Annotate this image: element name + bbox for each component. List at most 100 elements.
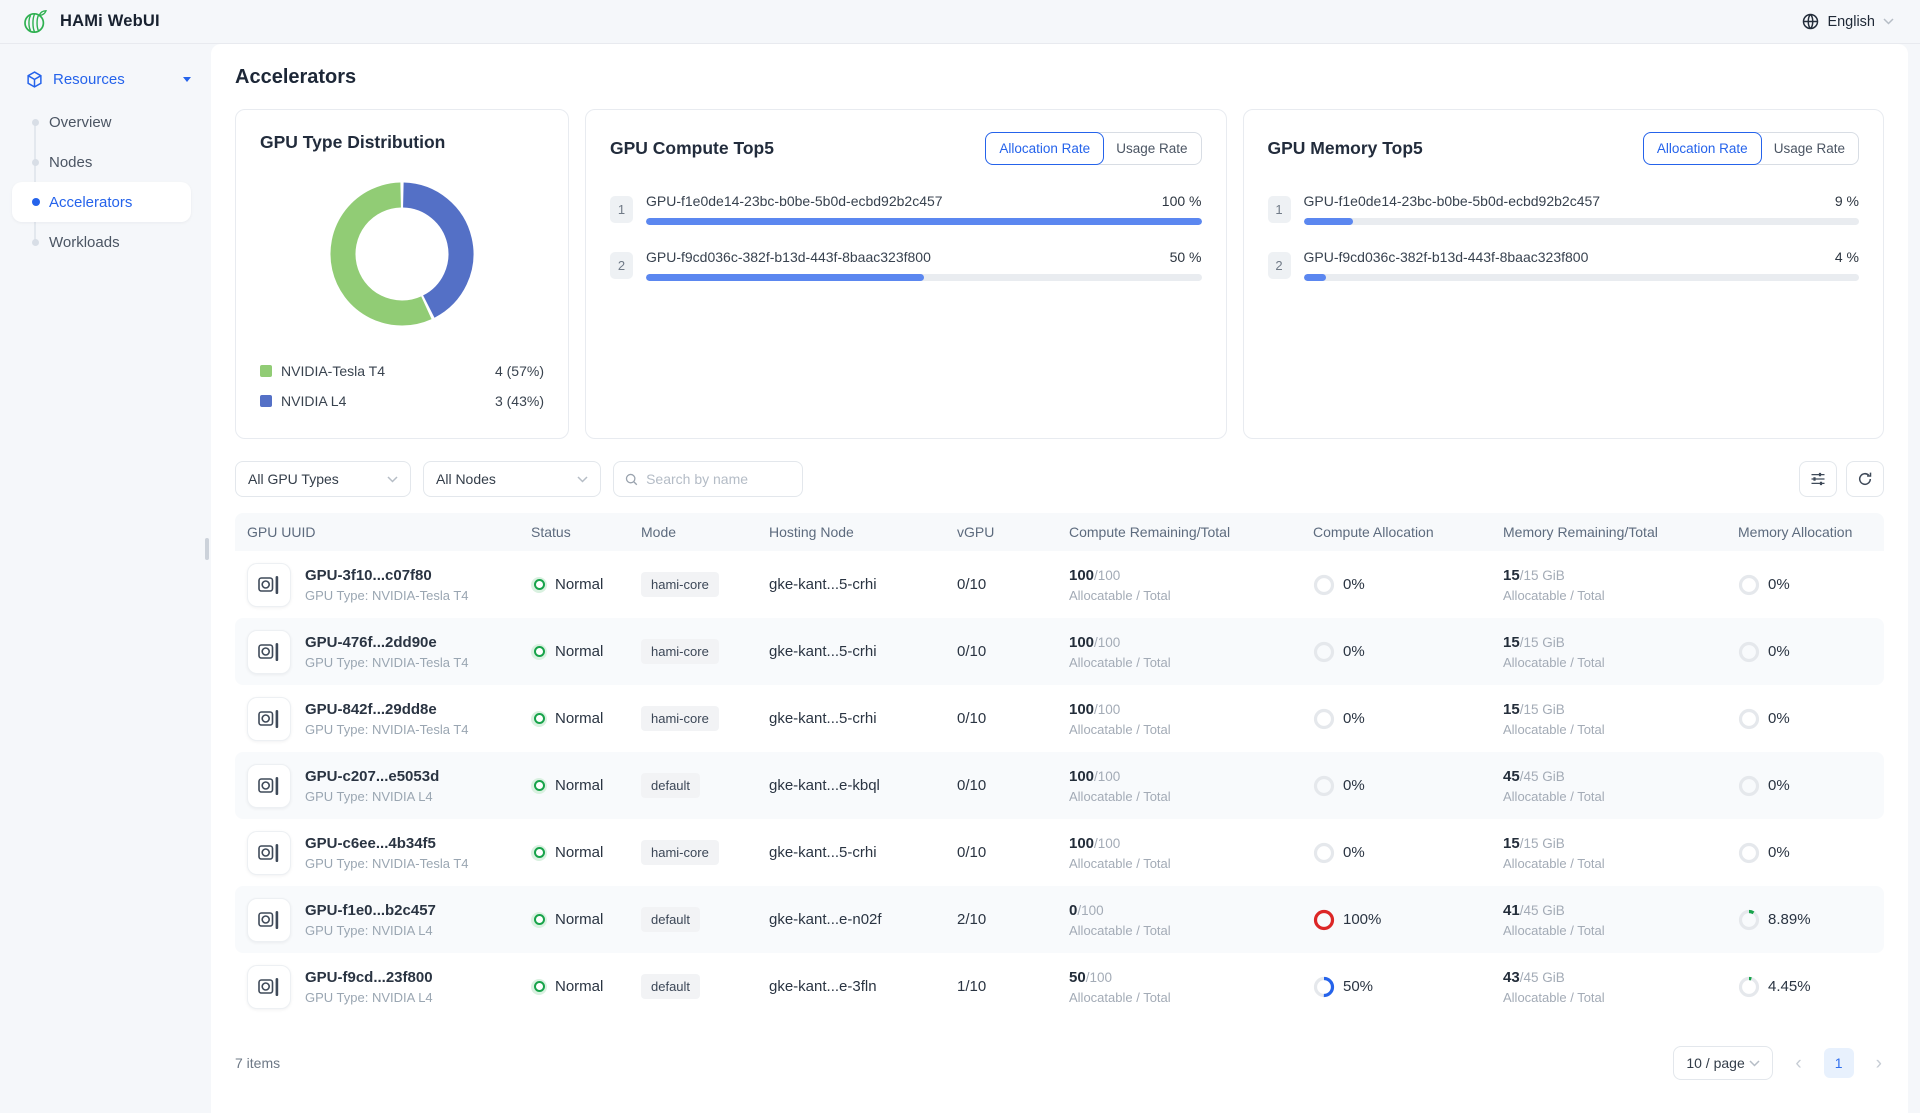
compute-allocation-value: 0% <box>1343 643 1365 660</box>
allocation-ring <box>1313 708 1335 729</box>
status-label: Normal <box>555 911 604 928</box>
gpu-compute-top5-card: GPU Compute Top5 Allocation Rate Usage R… <box>585 109 1227 439</box>
table-row[interactable]: GPU-476f...2dd90e GPU Type: NVIDIA-Tesla… <box>235 618 1884 685</box>
language-selector[interactable]: English <box>1802 13 1894 30</box>
gpu-type-filter-select[interactable]: All GPU Types <box>235 461 411 497</box>
sidebar: Resources Overview Nodes Accelerators Wo… <box>0 44 211 1113</box>
gpu-uuid-link[interactable]: GPU-3f10...c07f80 <box>305 566 432 584</box>
allocatable-total-label: Allocatable / Total <box>1503 855 1605 871</box>
allocation-rate-button[interactable]: Allocation Rate <box>1642 132 1762 165</box>
sidebar-item-workloads[interactable]: Workloads <box>12 222 191 262</box>
search-input[interactable] <box>646 471 791 487</box>
table-row[interactable]: GPU-842f...29dd8e GPU Type: NVIDIA-Tesla… <box>235 685 1884 752</box>
sliders-icon <box>1811 472 1825 486</box>
gpu-uuid-link[interactable]: GPU-842f...29dd8e <box>305 700 437 718</box>
sidebar-item-label: Accelerators <box>49 193 133 211</box>
gpu-type-distribution-card: GPU Type Distribution NVIDIA-Tesla T4 4 … <box>235 109 569 439</box>
memory-allocation-value: 0% <box>1768 710 1790 727</box>
column-settings-button[interactable] <box>1799 461 1837 497</box>
memory-remaining: 43 <box>1503 968 1520 986</box>
sidebar-item-label: Overview <box>49 113 112 131</box>
status-label: Normal <box>555 978 604 995</box>
table-row[interactable]: GPU-f9cd...23f800 GPU Type: NVIDIA L4 No… <box>235 953 1884 1020</box>
gpu-type-label: GPU Type: NVIDIA-Tesla T4 <box>305 654 469 670</box>
usage-rate-button[interactable]: Usage Rate <box>1103 133 1201 164</box>
timeline-dot <box>32 158 39 166</box>
column-header-memory-allocation: Memory Allocation <box>1738 524 1853 540</box>
gpu-card-icon <box>247 696 291 741</box>
gpu-card-icon <box>247 629 291 674</box>
chevron-down-icon <box>1883 18 1894 25</box>
allocation-ring <box>1738 909 1760 930</box>
progress-bar <box>646 218 1202 225</box>
gpu-chip-glyph <box>258 843 279 862</box>
node-filter-select[interactable]: All Nodes <box>423 461 601 497</box>
memory-total: /45 GiB <box>1519 768 1565 784</box>
hosting-node: gke-kant...e-n02f <box>769 911 882 928</box>
compute-rate-toggle: Allocation Rate Usage Rate <box>985 132 1202 165</box>
allocation-ring <box>1313 909 1335 930</box>
compute-allocation-value: 0% <box>1343 710 1365 727</box>
hosting-node: gke-kant...e-3fln <box>769 978 877 995</box>
sidebar-item-label: Workloads <box>49 233 120 251</box>
allocation-ring <box>1738 574 1760 595</box>
sidebar-section-resources[interactable]: Resources <box>0 62 211 96</box>
allocation-rate-button[interactable]: Allocation Rate <box>985 132 1105 165</box>
sidebar-item-nodes[interactable]: Nodes <box>12 142 191 182</box>
hami-logo-icon <box>22 9 48 35</box>
prev-page-button[interactable]: ‹ <box>1795 1052 1802 1074</box>
status-normal-icon <box>531 710 547 727</box>
gpu-uuid-link[interactable]: GPU-f1e0...b2c457 <box>305 901 436 919</box>
hosting-node: gke-kant...5-crhi <box>769 576 877 593</box>
gpu-uuid-link[interactable]: GPU-f9cd...23f800 <box>305 968 433 986</box>
gpu-uuid-link[interactable]: GPU-c6ee...4b34f5 <box>305 834 436 852</box>
table-row[interactable]: GPU-c207...e5053d GPU Type: NVIDIA L4 No… <box>235 752 1884 819</box>
refresh-button[interactable] <box>1846 461 1884 497</box>
column-header-hosting-node: Hosting Node <box>769 524 854 540</box>
gpu-uuid: GPU-f9cd036c-382f-b13d-443f-8baac323f800 <box>646 249 931 265</box>
mode-badge: hami-core <box>641 572 719 597</box>
gpu-card-icon <box>247 763 291 808</box>
compute-remaining: 100 <box>1069 633 1095 651</box>
progress-bar <box>1303 274 1859 281</box>
memory-allocation-value: 0% <box>1768 844 1790 861</box>
page-number-button[interactable]: 1 <box>1823 1048 1854 1078</box>
memory-remaining: 15 <box>1503 633 1520 651</box>
compute-allocation-value: 0% <box>1343 777 1365 794</box>
memory-remaining: 15 <box>1503 566 1520 584</box>
allocatable-total-label: Allocatable / Total <box>1503 654 1605 670</box>
next-page-button[interactable]: › <box>1875 1052 1882 1074</box>
legend-item: NVIDIA L4 3 (43%) <box>260 386 544 416</box>
vgpu-value: 0/10 <box>957 576 987 593</box>
gpu-uuid: GPU-f1e0de14-23bc-b0be-5b0d-ecbd92b2c457 <box>1303 193 1601 209</box>
sidebar-item-overview[interactable]: Overview <box>12 102 191 142</box>
memory-remaining: 15 <box>1503 700 1520 718</box>
compute-remaining: 50 <box>1069 968 1086 986</box>
hosting-node: gke-kant...5-crhi <box>769 643 877 660</box>
allocation-ring <box>1313 574 1335 595</box>
gpu-uuid-link[interactable]: GPU-c207...e5053d <box>305 767 440 785</box>
usage-rate-button[interactable]: Usage Rate <box>1760 133 1858 164</box>
allocation-ring <box>1738 708 1760 729</box>
table-row[interactable]: GPU-f1e0...b2c457 GPU Type: NVIDIA L4 No… <box>235 886 1884 953</box>
sidebar-scrollbar-thumb[interactable] <box>205 538 209 560</box>
status-label: Normal <box>555 777 604 794</box>
donut-legend: NVIDIA-Tesla T4 4 (57%) NVIDIA L4 3 (43%… <box>260 356 544 416</box>
table-row[interactable]: GPU-3f10...c07f80 GPU Type: NVIDIA-Tesla… <box>235 551 1884 618</box>
progress-bar <box>1303 218 1859 225</box>
vgpu-value: 1/10 <box>957 978 987 995</box>
rate-value: 100 % <box>1161 193 1202 209</box>
column-header-compute-allocation: Compute Allocation <box>1313 524 1434 540</box>
memory-remaining: 45 <box>1503 767 1520 785</box>
gpu-card-icon <box>247 897 291 942</box>
vgpu-value: 0/10 <box>957 643 987 660</box>
gpu-uuid-link[interactable]: GPU-476f...2dd90e <box>305 633 437 651</box>
sidebar-item-accelerators[interactable]: Accelerators <box>12 182 191 222</box>
status-normal-icon <box>531 911 547 928</box>
table-row[interactable]: GPU-c6ee...4b34f5 GPU Type: NVIDIA-Tesla… <box>235 819 1884 886</box>
compute-remaining: 100 <box>1069 566 1095 584</box>
page-size-select[interactable]: 10 / page <box>1673 1046 1774 1080</box>
chevron-down-icon <box>1749 1059 1760 1067</box>
chevron-down-icon <box>387 475 398 483</box>
timeline-dot <box>32 118 39 126</box>
